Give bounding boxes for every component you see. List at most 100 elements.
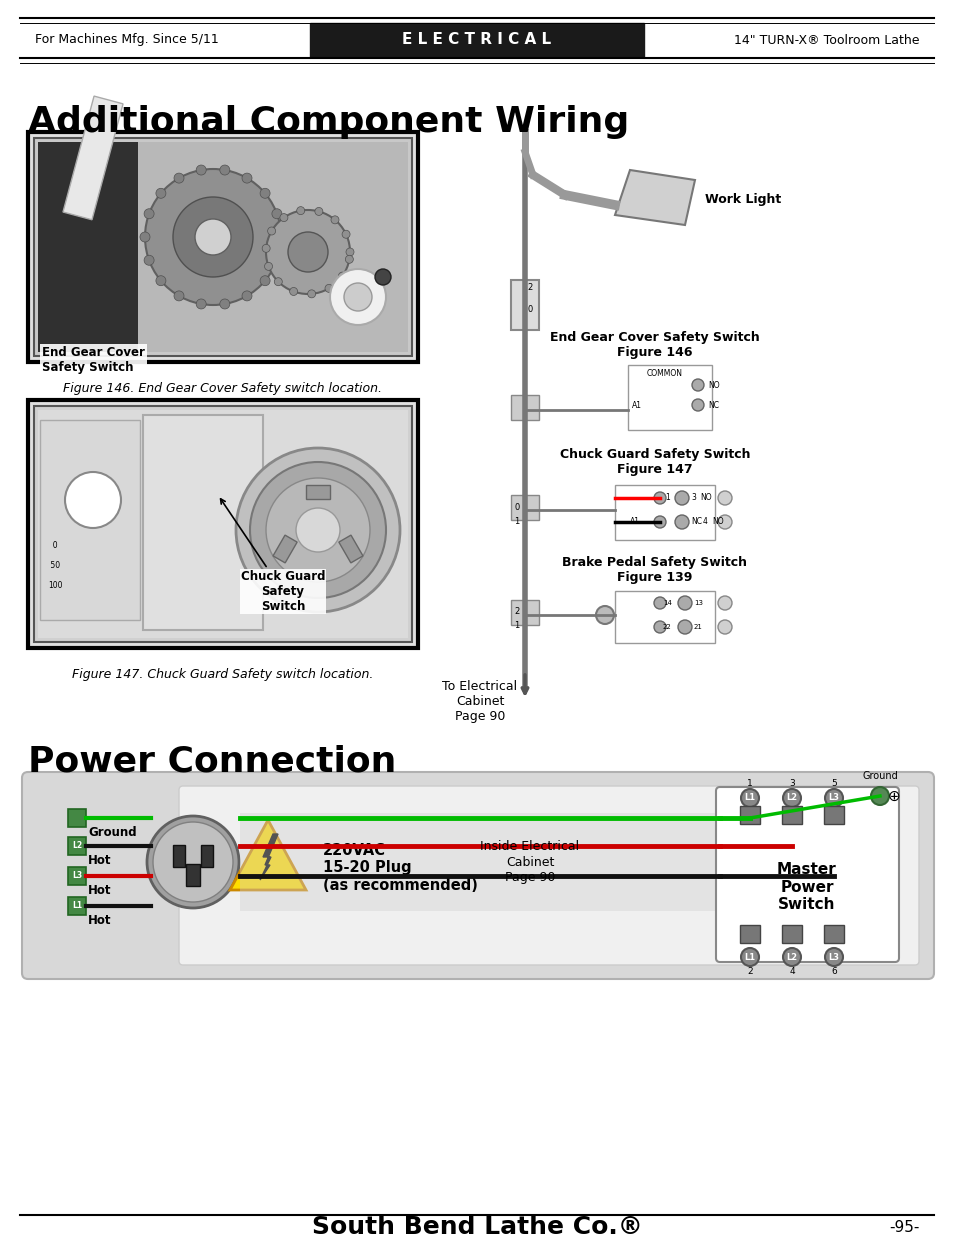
Text: Figure 147. Chuck Guard Safety switch location.: Figure 147. Chuck Guard Safety switch lo… <box>72 668 374 680</box>
Bar <box>172 845 185 867</box>
Text: 1: 1 <box>746 779 752 788</box>
Bar <box>627 366 711 430</box>
Circle shape <box>314 207 322 215</box>
Bar <box>511 495 538 520</box>
Circle shape <box>275 232 286 242</box>
Circle shape <box>675 515 688 529</box>
Circle shape <box>375 269 391 285</box>
Text: 2: 2 <box>527 283 532 291</box>
Text: South Bend Lathe Co.®: South Bend Lathe Co.® <box>312 1215 641 1235</box>
Text: Chuck Guard Safety Switch
Figure 147: Chuck Guard Safety Switch Figure 147 <box>559 448 749 475</box>
Text: Additional Component Wiring: Additional Component Wiring <box>28 105 629 140</box>
Circle shape <box>172 198 253 277</box>
Circle shape <box>824 789 842 806</box>
Circle shape <box>290 288 297 295</box>
Bar <box>143 415 263 630</box>
Bar <box>63 96 123 220</box>
Polygon shape <box>230 820 306 890</box>
Bar <box>306 485 330 499</box>
Bar <box>34 138 412 356</box>
Text: 1: 1 <box>664 494 669 503</box>
Text: 5: 5 <box>830 779 836 788</box>
Text: 21: 21 <box>693 624 702 630</box>
Bar <box>68 837 86 855</box>
Circle shape <box>718 620 731 634</box>
Circle shape <box>330 269 386 325</box>
Text: Ground: Ground <box>88 825 136 839</box>
Text: 13: 13 <box>693 600 702 606</box>
Bar <box>40 420 140 620</box>
Circle shape <box>345 256 353 263</box>
Circle shape <box>295 508 339 552</box>
Circle shape <box>144 209 154 219</box>
Bar <box>38 142 138 352</box>
Circle shape <box>740 789 759 806</box>
Text: Hot: Hot <box>88 914 112 926</box>
Circle shape <box>782 948 801 966</box>
Bar <box>38 410 408 638</box>
Circle shape <box>266 210 350 294</box>
Text: A1: A1 <box>631 400 641 410</box>
Circle shape <box>65 472 121 529</box>
Circle shape <box>279 214 288 221</box>
Bar <box>68 867 86 885</box>
Circle shape <box>718 515 731 529</box>
Circle shape <box>338 272 346 280</box>
Circle shape <box>654 516 665 529</box>
Circle shape <box>296 206 304 215</box>
Text: L3: L3 <box>71 872 82 881</box>
Text: L1: L1 <box>743 952 755 962</box>
Circle shape <box>242 173 252 183</box>
Text: NC: NC <box>707 400 719 410</box>
Circle shape <box>145 169 281 305</box>
Circle shape <box>654 492 665 504</box>
Circle shape <box>346 248 354 256</box>
Text: ⊕: ⊕ <box>886 788 900 804</box>
Text: 2: 2 <box>746 967 752 976</box>
Circle shape <box>782 789 801 806</box>
Text: Hot: Hot <box>88 883 112 897</box>
Text: 4: 4 <box>788 967 794 976</box>
Circle shape <box>331 216 338 224</box>
Circle shape <box>196 165 206 175</box>
Circle shape <box>272 209 281 219</box>
Polygon shape <box>240 813 720 911</box>
Text: L2: L2 <box>71 841 82 851</box>
Circle shape <box>691 399 703 411</box>
Bar <box>740 925 760 944</box>
Text: 3: 3 <box>690 494 695 503</box>
Circle shape <box>152 823 233 902</box>
Circle shape <box>691 379 703 391</box>
Text: 14: 14 <box>662 600 671 606</box>
Circle shape <box>654 621 665 634</box>
Circle shape <box>344 283 372 311</box>
Circle shape <box>272 256 281 266</box>
Bar <box>310 23 643 57</box>
Text: End Gear Cover Safety Switch
Figure 146: End Gear Cover Safety Switch Figure 146 <box>550 331 760 359</box>
Bar <box>615 485 714 540</box>
Text: 6: 6 <box>830 967 836 976</box>
Text: 14" TURN-X® Toolroom Lathe: 14" TURN-X® Toolroom Lathe <box>734 33 919 47</box>
Text: 220VAC
15-20 Plug
(as recommended): 220VAC 15-20 Plug (as recommended) <box>323 844 477 893</box>
Text: L2: L2 <box>785 952 797 962</box>
Text: Brake Pedal Safety Switch
Figure 139: Brake Pedal Safety Switch Figure 139 <box>562 556 747 584</box>
Circle shape <box>678 597 691 610</box>
Text: NO: NO <box>707 380 719 389</box>
Polygon shape <box>615 170 695 225</box>
Text: End Gear Cover
Safety Switch: End Gear Cover Safety Switch <box>42 346 145 374</box>
Circle shape <box>274 278 282 285</box>
Text: L1: L1 <box>71 902 82 910</box>
Bar <box>823 806 843 824</box>
Circle shape <box>155 275 166 285</box>
Circle shape <box>235 448 399 613</box>
Circle shape <box>718 492 731 505</box>
Circle shape <box>678 620 691 634</box>
Text: Work Light: Work Light <box>704 194 781 206</box>
Bar <box>781 806 801 824</box>
Bar <box>68 809 86 827</box>
Circle shape <box>262 245 270 252</box>
Text: -95-: -95- <box>889 1219 919 1235</box>
Text: Power Connection: Power Connection <box>28 745 395 779</box>
Circle shape <box>342 230 350 238</box>
Text: Inside Electrical
Cabinet
Page 90: Inside Electrical Cabinet Page 90 <box>480 841 579 883</box>
